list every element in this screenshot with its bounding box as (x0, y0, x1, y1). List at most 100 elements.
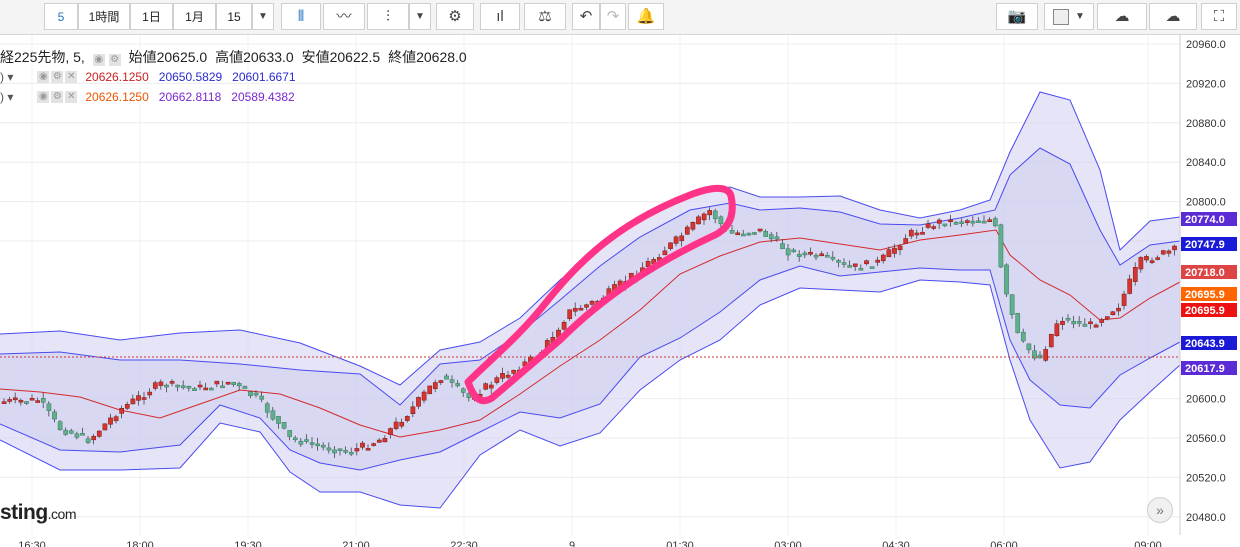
settings-button[interactable]: ⚙ (436, 3, 474, 30)
candle-body (438, 380, 444, 383)
candle-body (63, 429, 69, 435)
candle-body (936, 219, 942, 224)
indicator-2-upper: 20662.8118 (158, 90, 222, 104)
candle-body (236, 383, 242, 387)
candle-body (1032, 350, 1037, 359)
fullscreen-button[interactable]: ⛶ (1201, 3, 1237, 30)
candle-body (959, 221, 965, 224)
candle-body (74, 433, 80, 438)
redo-button[interactable]: ↷ (600, 3, 626, 30)
candle-body (992, 218, 998, 227)
candle-body (696, 216, 701, 225)
candle-body (68, 430, 74, 434)
x-tick-label: 04:30 (882, 540, 910, 547)
candle-body (309, 442, 315, 445)
interval-custom-button[interactable]: 15 (216, 3, 252, 30)
high-value: 高値20633.0 (215, 49, 294, 65)
candle-body (780, 243, 785, 250)
candle-body (914, 232, 920, 236)
close-icon[interactable]: ✕ (65, 71, 78, 83)
candle-body (981, 220, 987, 224)
highlight-annotation (464, 184, 736, 405)
gear-icon[interactable]: ⚙ (108, 54, 121, 66)
line-chart-button[interactable]: 〰 (323, 3, 365, 30)
x-tick-label: 09:00 (1134, 540, 1162, 547)
indicators-icon: ıl (496, 8, 504, 25)
candle-body (1076, 321, 1082, 324)
bars-button[interactable]: ⫶ (367, 3, 409, 30)
candle-body (96, 430, 102, 437)
candle-body (869, 266, 875, 269)
candle-body (449, 379, 455, 383)
candle-body (175, 384, 181, 388)
candle-body (1048, 333, 1054, 348)
candle-body (186, 386, 192, 389)
scroll-to-latest-button[interactable]: » (1147, 497, 1173, 523)
candle-body (298, 440, 304, 445)
eye-icon[interactable]: ◉ (92, 54, 105, 66)
color-picker-button[interactable]: ▼ (1044, 3, 1094, 30)
gear-icon[interactable]: ⚙ (51, 91, 64, 103)
candle-body (158, 381, 164, 386)
y-tick-label: 20800.0 (1186, 197, 1226, 209)
candle-body (382, 438, 388, 443)
snapshot-button[interactable]: 📷 (996, 3, 1038, 30)
candle-body (432, 382, 438, 389)
bars-icon: ⫶ (386, 8, 390, 25)
candle-body (460, 388, 466, 393)
cloud-save-button[interactable]: ☁ (1097, 3, 1147, 30)
price-tag (1181, 336, 1237, 350)
interval-5m-button[interactable]: 5 (44, 3, 78, 30)
candle-body (1037, 354, 1043, 359)
candle-body (847, 265, 853, 268)
interval-1m-button[interactable]: 1月 (173, 3, 216, 30)
candle-body (326, 447, 332, 451)
gear-icon[interactable]: ⚙ (51, 71, 64, 83)
interval-dropdown-button[interactable]: ▼ (252, 3, 274, 30)
undo-icon: ↶ (579, 8, 593, 25)
candle-body (320, 444, 326, 448)
undo-button[interactable]: ↶ (572, 3, 600, 30)
price-tag-label: 20718.0 (1185, 267, 1225, 279)
candle-body (365, 448, 371, 451)
indicators-button[interactable]: ıl (480, 3, 520, 30)
indicator-row-1: ) ▾ ◉ ⚙ ✕ 20626.1250 20650.5829 20601.66… (0, 70, 296, 84)
price-tag-label: 20617.9 (1185, 363, 1225, 375)
x-tick-label: 06:00 (990, 540, 1018, 547)
candle-body (281, 422, 287, 429)
candle-body (942, 223, 948, 227)
candles-icon: ⫴ (297, 8, 305, 25)
double-chevron-right-icon: » (1156, 502, 1164, 518)
chart-type-dropdown[interactable]: ▼ (409, 3, 431, 30)
candle-body (29, 397, 35, 401)
candle-body (791, 249, 797, 253)
eye-icon[interactable]: ◉ (37, 91, 50, 103)
fullscreen-icon: ⛶ (1213, 8, 1225, 25)
close-value: 終値20628.0 (388, 49, 467, 65)
candle-body (119, 408, 125, 414)
price-tag-label: 20747.9 (1185, 239, 1225, 251)
compare-icon: ⚖ (538, 8, 552, 25)
indicator-1-lower: 20601.6671 (232, 70, 296, 84)
x-tick-label: 21:00 (342, 540, 370, 547)
eye-icon[interactable]: ◉ (37, 71, 50, 83)
close-icon[interactable]: ✕ (65, 91, 78, 103)
candle-body (220, 385, 225, 389)
candle-body (24, 401, 29, 404)
alert-button[interactable]: 🔔 (628, 3, 664, 30)
candle-body (455, 383, 461, 387)
interval-1h-button[interactable]: 1時間 (78, 3, 130, 30)
interval-1d-button[interactable]: 1日 (130, 3, 173, 30)
candles-button[interactable]: ⫴ (281, 3, 321, 30)
candle-body (371, 443, 377, 446)
candle-body (561, 322, 567, 330)
candle-body (1093, 324, 1099, 328)
middle-band (0, 229, 1181, 438)
candle-body (712, 210, 718, 220)
candle-body (1132, 266, 1138, 282)
x-tick-label: 18:00 (126, 540, 154, 547)
candle-body (886, 249, 892, 258)
cloud-upload-button[interactable]: ☁ (1149, 3, 1197, 30)
compare-button[interactable]: ⚖ (524, 3, 566, 30)
